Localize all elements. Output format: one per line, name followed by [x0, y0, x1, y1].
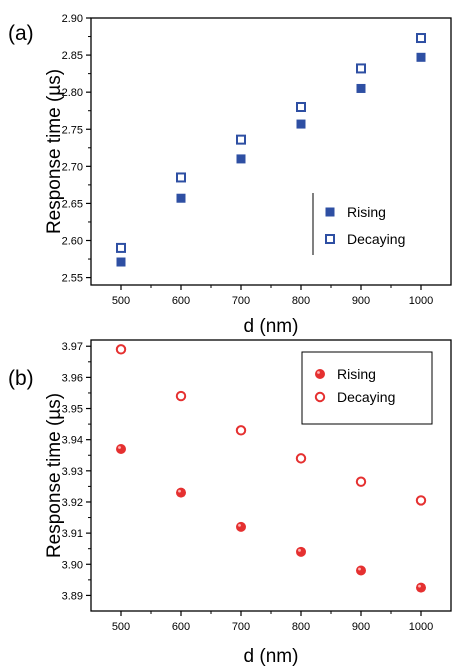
panel-b-x-tick-label: 500 [112, 621, 130, 633]
panel-a-y-tick-label: 2.60 [62, 236, 83, 248]
panel-b-legend-box [301, 351, 433, 425]
panel-a-rising-point [296, 119, 306, 129]
panel-b-rising-point [236, 521, 246, 532]
panel-b-x-axis-title: d (nm) [244, 646, 299, 667]
panel-b-legend: Rising Decaying [301, 351, 433, 425]
panel-a-y-tick-label: 2.85 [62, 50, 83, 62]
panel-b-rising-point-highlight [178, 489, 181, 493]
panel-b-rising-point [416, 582, 426, 593]
panel-b-rising-point [356, 565, 366, 576]
panel-a-legend: Rising Decaying [312, 193, 405, 255]
panel-a-y-tick-label: 2.75 [62, 124, 83, 136]
panel-a-decaying-point [296, 102, 306, 112]
panel-b-rising-point-highlight [118, 446, 121, 449]
panel-a-x-tick-label: 900 [352, 295, 370, 307]
panel-b-y-tick-label: 3.89 [62, 590, 83, 602]
panel-b-decaying-point [415, 495, 427, 506]
panel-b-x-tick-label: 900 [352, 621, 370, 633]
panel-b-y-axis-title: Response time (µs) [44, 393, 65, 558]
panel-a-legend-marker-rising [325, 207, 335, 217]
panel-a-series-rising [116, 52, 426, 267]
panel-b-legend-label-decaying: Decaying [337, 389, 395, 405]
panel-a-rising-point [416, 52, 426, 62]
panel-a-y-tick-label: 2.80 [62, 87, 83, 99]
panel-b-y-tick-label: 3.94 [62, 435, 83, 447]
panel-b-rising-point-highlight [358, 567, 361, 571]
panel-b-series-rising [116, 444, 426, 593]
panel-a-y-tick-label: 2.90 [62, 13, 83, 25]
panel-a-decaying-point [416, 33, 426, 44]
panel-b-x-tick-label: 800 [292, 621, 310, 633]
panel-b-y-tick-label: 3.90 [62, 559, 83, 571]
panel-b-decaying-point [235, 425, 247, 436]
panel-b-rising-point [176, 487, 186, 498]
panel-a-y-tick-label: 2.55 [62, 273, 83, 285]
panel-a-x-axis-title: d (nm) [244, 316, 299, 337]
panel-b-decaying-point [115, 344, 127, 355]
panel-b-rising-point-highlight [238, 523, 241, 527]
panel-b-y-tick-label: 3.91 [62, 528, 83, 540]
panel-b: (b) 500 600 700 800 900 1000 3.89 3.90 3.91 3.92 3.… [8, 339, 452, 667]
panel-a-decaying-point [356, 63, 366, 74]
panel-b-x-tick-label: 1000 [409, 621, 433, 633]
panel-b-rising-point-highlight [298, 548, 301, 552]
panel-a: (a) 500 600 700 800 900 1000 2.55 2.60 2.65 2.70 2.… [8, 13, 452, 337]
panel-a-rising-point [116, 257, 126, 267]
panel-a-rising-point [176, 193, 186, 203]
panel-b-rising-point-highlight [418, 584, 421, 588]
panel-b-label: (b) [8, 367, 34, 390]
panel-b-y-tick-label: 3.97 [62, 341, 83, 353]
panel-a-decaying-point [236, 134, 246, 145]
panel-b-x-tick-label: 700 [232, 621, 250, 633]
panel-a-y-tick-label: 2.70 [62, 161, 83, 173]
panel-a-x-tick-label: 500 [112, 295, 130, 307]
panel-b-y-tick-label: 3.96 [62, 372, 83, 384]
panel-a-rising-point [236, 154, 246, 164]
panel-b-legend-marker-rising-highlight [317, 371, 320, 374]
panel-b-legend-marker-rising [315, 369, 325, 379]
panel-a-label: (a) [8, 22, 34, 45]
panel-b-decaying-point [295, 453, 307, 464]
panel-a-series-decaying [116, 33, 426, 253]
panel-b-legend-marker-decaying [314, 391, 326, 403]
panel-a-x-tick-label: 700 [232, 295, 250, 307]
panel-a-x-tick-label: 800 [292, 295, 310, 307]
panel-a-decaying-point [176, 172, 186, 183]
panel-b-series-decaying [115, 344, 427, 506]
panel-b-rising-point [296, 546, 306, 557]
panel-b-y-tick-label: 3.93 [62, 466, 83, 478]
panel-a-legend-label-rising: Rising [347, 204, 386, 220]
panel-a-legend-marker-decaying [325, 234, 335, 244]
panel-a-legend-label-decaying: Decaying [347, 231, 405, 247]
panel-a-x-tick-label: 1000 [409, 295, 433, 307]
panel-b-y-tick-label: 3.95 [62, 404, 83, 416]
panel-b-x-tick-label: 600 [172, 621, 190, 633]
panel-b-decaying-point [355, 476, 367, 487]
panel-a-x-tick-label: 600 [172, 295, 190, 307]
panel-a-y-axis-title: Response time (µs) [44, 69, 65, 234]
panel-b-rising-point [116, 444, 126, 455]
panel-b-decaying-point [175, 390, 187, 402]
panel-a-y-tick-label: 2.65 [62, 198, 83, 210]
panel-b-y-tick-label: 3.92 [62, 497, 83, 509]
panel-a-decaying-point [116, 242, 126, 253]
panel-a-rising-point [356, 83, 366, 93]
panel-b-legend-label-rising: Rising [337, 366, 376, 382]
